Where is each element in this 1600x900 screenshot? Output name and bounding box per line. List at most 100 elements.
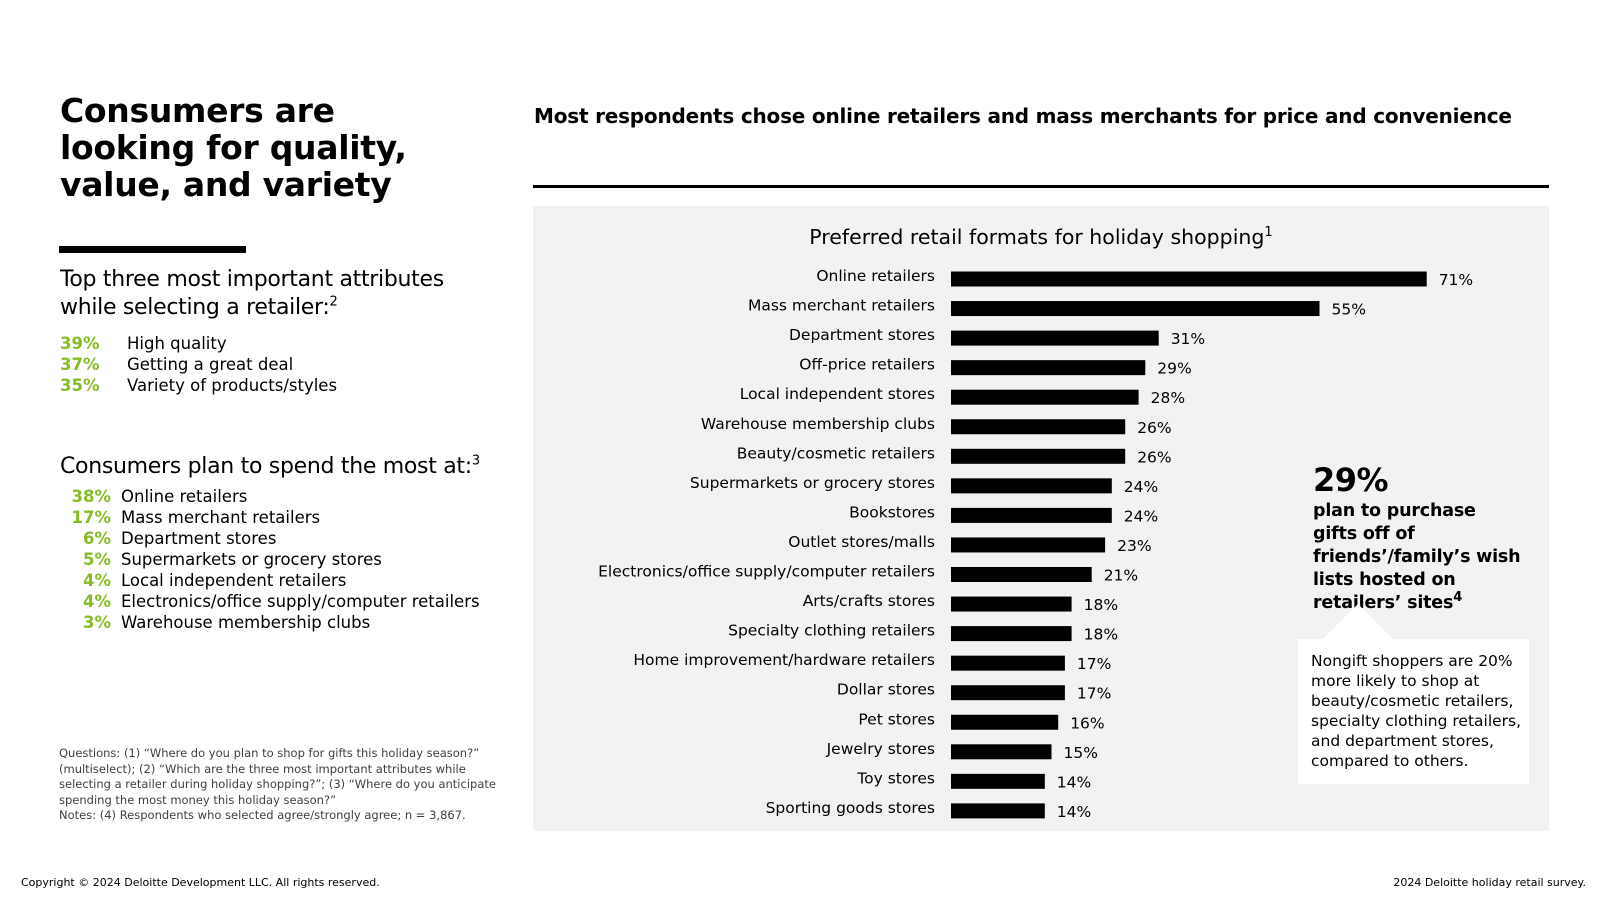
category-label: Off-price retailers bbox=[799, 356, 935, 374]
value-label: 16% bbox=[1070, 714, 1104, 732]
value-label: 26% bbox=[1137, 448, 1171, 466]
value-label: 24% bbox=[1124, 478, 1158, 496]
wishlist-stat-value: 29% bbox=[1313, 461, 1389, 499]
bar bbox=[951, 389, 1139, 405]
list-item: 6% Department stores bbox=[60, 528, 480, 549]
attribute-pct: 39% bbox=[60, 334, 100, 353]
bar bbox=[951, 626, 1072, 642]
page-title: Consumers are looking for quality, value… bbox=[60, 91, 407, 204]
chart-section-title: Most respondents chose online retailers … bbox=[534, 104, 1512, 128]
category-label: Dollar stores bbox=[837, 681, 935, 699]
value-label: 26% bbox=[1137, 419, 1171, 437]
callout-text: Nongift shoppers are 20% more likely to … bbox=[1311, 652, 1522, 770]
value-label: 23% bbox=[1117, 537, 1151, 555]
notes-text: Notes: (4) Respondents who selected agre… bbox=[59, 808, 466, 822]
spend-pct: 17% bbox=[71, 508, 112, 527]
value-label: 15% bbox=[1064, 744, 1098, 762]
bar bbox=[951, 596, 1072, 612]
category-label: Bookstores bbox=[849, 503, 935, 521]
category-label: Sporting goods stores bbox=[766, 799, 935, 817]
source-label: 2024 Deloitte holiday retail survey. bbox=[1393, 876, 1586, 889]
bar bbox=[951, 655, 1065, 671]
list-item: 35% Variety of products/styles bbox=[60, 375, 337, 396]
retail-formats-bar-chart: Online retailers 71% Mass merchant retaile… bbox=[598, 267, 1473, 821]
attribute-label: High quality bbox=[127, 334, 227, 353]
category-label: Supermarkets or grocery stores bbox=[690, 474, 935, 492]
spend-list: 38% Online retailers 17% Mass merchant ret… bbox=[60, 486, 480, 633]
spend-label: Mass merchant retailers bbox=[121, 508, 321, 527]
spend-pct: 4% bbox=[82, 592, 111, 611]
spend-heading: Consumers plan to spend the most at:3 bbox=[60, 453, 500, 481]
attributes-list: 39% High quality 37% Getting a great deal … bbox=[60, 333, 337, 396]
category-label: Mass merchant retailers bbox=[748, 297, 935, 315]
callout-pointer bbox=[1323, 604, 1393, 639]
chart-title: Preferred retail formats for holiday sho… bbox=[533, 222, 1549, 252]
attribute-pct: 35% bbox=[60, 376, 100, 395]
spend-pct: 5% bbox=[82, 550, 111, 569]
wishlist-stat-label: plan to purchase gifts off of friends’/f… bbox=[1313, 501, 1521, 613]
value-label: 21% bbox=[1104, 567, 1138, 585]
section-divider bbox=[533, 185, 1549, 188]
chart-title-footnote: 1 bbox=[1264, 225, 1273, 241]
value-label: 71% bbox=[1439, 271, 1473, 289]
questions-text: Questions: (1) “Where do you plan to sho… bbox=[59, 746, 496, 807]
value-label: 17% bbox=[1077, 655, 1111, 673]
list-item: 17% Mass merchant retailers bbox=[60, 507, 480, 528]
wishlist-stat-text: plan to purchase gifts off of friends’/f… bbox=[1313, 500, 1523, 615]
category-label: Arts/crafts stores bbox=[803, 592, 935, 610]
spend-label: Department stores bbox=[121, 529, 277, 548]
category-label: Online retailers bbox=[816, 267, 935, 285]
value-label: 14% bbox=[1057, 773, 1091, 791]
source-notes: Questions: (1) “Where do you plan to sho… bbox=[59, 746, 509, 824]
spend-label: Local independent retailers bbox=[121, 571, 347, 590]
callout-box bbox=[1298, 639, 1529, 784]
category-label: Home improvement/hardware retailers bbox=[633, 651, 935, 669]
value-label: 29% bbox=[1157, 360, 1191, 378]
value-label: 18% bbox=[1084, 596, 1118, 614]
copyright: Copyright © 2024 Deloitte Development LL… bbox=[21, 876, 380, 889]
list-item: 38% Online retailers bbox=[60, 486, 480, 507]
bar bbox=[951, 360, 1146, 376]
bar bbox=[951, 567, 1092, 582]
bar bbox=[951, 803, 1045, 819]
attributes-heading: Top three most important attributes whil… bbox=[60, 266, 500, 322]
spend-label: Supermarkets or grocery stores bbox=[121, 550, 382, 569]
bar bbox=[951, 685, 1065, 701]
bar bbox=[951, 419, 1126, 435]
spend-label: Online retailers bbox=[121, 487, 248, 506]
attribute-label: Getting a great deal bbox=[127, 355, 294, 374]
list-item: 5% Supermarkets or grocery stores bbox=[60, 549, 480, 570]
title-divider bbox=[59, 246, 246, 253]
spend-footnote: 3 bbox=[471, 453, 480, 469]
attributes-heading-text: Top three most important attributes whil… bbox=[60, 267, 444, 320]
list-item: 37% Getting a great deal bbox=[60, 354, 337, 375]
value-label: 18% bbox=[1084, 626, 1118, 644]
spend-label: Warehouse membership clubs bbox=[121, 613, 371, 632]
bar bbox=[951, 330, 1159, 346]
list-item: 3% Warehouse membership clubs bbox=[60, 612, 480, 633]
bar bbox=[951, 271, 1427, 287]
spend-pct: 38% bbox=[71, 487, 112, 506]
spend-label: Electronics/office supply/computer retai… bbox=[121, 592, 480, 611]
list-item: 4% Electronics/office supply/computer ret… bbox=[60, 591, 480, 612]
value-label: 24% bbox=[1124, 507, 1158, 525]
category-label: Specialty clothing retailers bbox=[728, 622, 935, 640]
wishlist-stat-footnote: 4 bbox=[1453, 590, 1463, 606]
value-label: 14% bbox=[1057, 803, 1091, 821]
value-label: 31% bbox=[1171, 330, 1205, 348]
category-label: Department stores bbox=[789, 326, 935, 344]
value-label: 28% bbox=[1151, 389, 1185, 407]
category-label: Beauty/cosmetic retailers bbox=[737, 444, 935, 462]
category-label: Electronics/office supply/computer retai… bbox=[598, 563, 935, 581]
category-label: Toy stores bbox=[856, 769, 935, 787]
attributes-footnote: 2 bbox=[329, 294, 338, 310]
bar bbox=[951, 301, 1320, 317]
category-label: Pet stores bbox=[858, 710, 935, 728]
bar bbox=[951, 448, 1126, 464]
spend-pct: 3% bbox=[82, 613, 111, 632]
chart-title-text: Preferred retail formats for holiday sho… bbox=[809, 225, 1265, 249]
bar bbox=[951, 714, 1059, 730]
category-label: Local independent stores bbox=[740, 385, 935, 403]
category-label: Outlet stores/malls bbox=[788, 533, 935, 551]
bar bbox=[951, 537, 1106, 553]
